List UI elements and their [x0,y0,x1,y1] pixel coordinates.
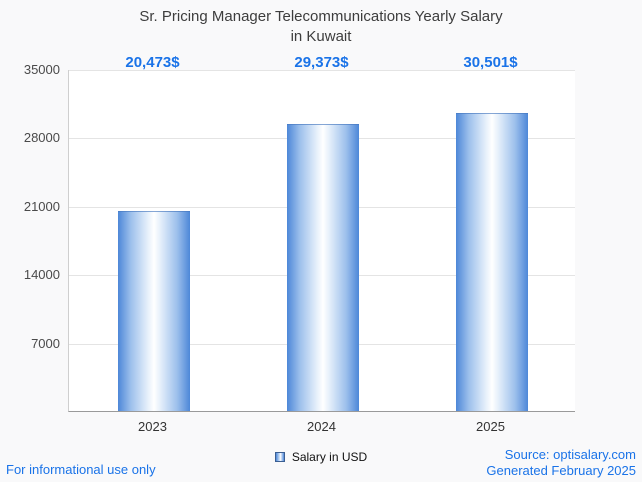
bar-2023 [117,211,190,411]
chart-title-line1: Sr. Pricing Manager Telecommunications Y… [139,8,503,25]
y-tick-label: 35000 [23,62,60,77]
x-axis-labels: 2023 2024 2025 [68,419,575,435]
chart-title-line2: in Kuwait [290,27,352,45]
bar-2024 [286,124,359,411]
x-axis-label: 2023 [138,419,167,434]
source-link[interactable]: Source: optisalary.com [504,446,636,462]
generated-text: Generated February 2025 [486,462,636,478]
legend-marker-icon [274,452,285,462]
x-axis-label: 2025 [476,419,505,434]
bar-value-label: 29,373$ [294,54,349,71]
y-tick-label: 14000 [23,267,60,283]
disclaimer-text: For informational use only [6,462,156,477]
y-tick-label: 7000 [31,335,60,351]
footer-source-block: Source: optisalary.com Generated Februar… [486,447,636,480]
y-tick-label: 21000 [23,198,60,214]
value-labels-row: 20,473$ 29,373$ 30,501$ [68,54,575,74]
chart-title: Sr. Pricing Manager Telecommunications Y… [91,7,551,46]
bar-value-label: 20,473$ [125,54,180,71]
x-axis-label: 2024 [307,419,336,434]
plot-area [68,70,575,412]
bar-2025 [455,113,528,411]
y-tick-label: 28000 [23,130,60,146]
bar-value-label: 30,501$ [463,54,518,71]
legend: Salary in USD [0,450,642,464]
legend-label: Salary in USD [291,450,368,464]
gridline [69,70,575,71]
y-axis-labels: 7000 14000 21000 28000 35000 [0,63,60,412]
